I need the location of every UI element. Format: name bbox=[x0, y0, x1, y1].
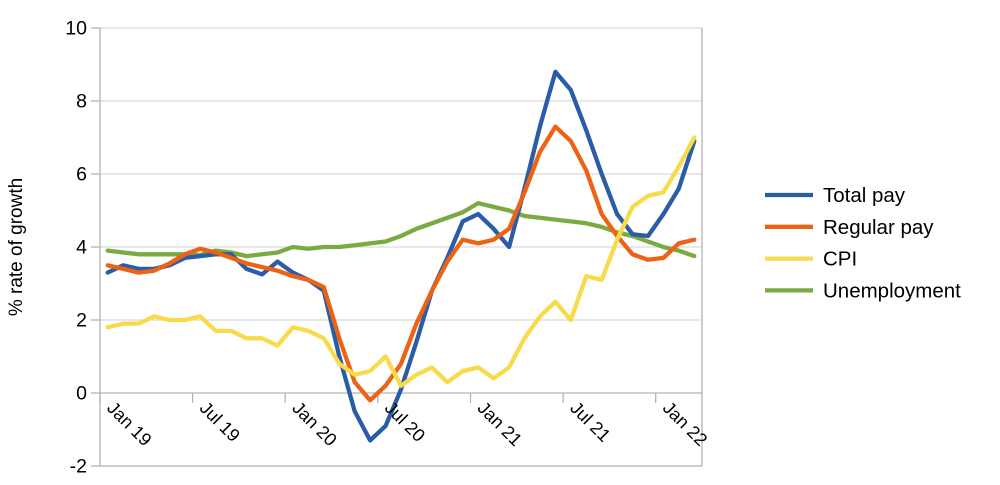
legend-label-total-pay: Total pay bbox=[823, 184, 906, 207]
y-tick-label: 2 bbox=[76, 310, 87, 332]
series-line-regular-pay bbox=[105, 124, 697, 403]
x-tick-label: Jul 21 bbox=[566, 398, 614, 446]
legend-item-unemployment: Unemployment bbox=[765, 279, 961, 302]
legend-item-regular-pay: Regular pay bbox=[765, 216, 934, 239]
x-tick-label: Jan 20 bbox=[288, 398, 340, 450]
series-line-total-pay bbox=[105, 69, 697, 443]
grid-layer bbox=[100, 27, 702, 467]
legend-item-total-pay: Total pay bbox=[765, 184, 906, 207]
legend-label-cpi: CPI bbox=[823, 248, 857, 271]
legend-label-regular-pay: Regular pay bbox=[823, 216, 934, 239]
axis-layer bbox=[91, 27, 703, 467]
legend-item-cpi: CPI bbox=[765, 248, 857, 271]
x-tick-label: Jan 22 bbox=[659, 398, 711, 450]
legend: Total pay Regular pay CPI Unemployment bbox=[765, 184, 961, 302]
x-tick-label: Jan 21 bbox=[474, 398, 526, 450]
series-layer bbox=[105, 69, 697, 443]
y-tick-label: 10 bbox=[65, 18, 87, 40]
legend-label-unemployment: Unemployment bbox=[823, 279, 961, 302]
y-tick-label: 0 bbox=[76, 383, 87, 405]
y-tick-label: 6 bbox=[76, 164, 87, 186]
y-axis-title: % rate of growth bbox=[6, 178, 27, 316]
y-tick-label: -2 bbox=[70, 456, 87, 478]
x-tick-label: Jul 19 bbox=[196, 398, 244, 446]
y-tick-label: 8 bbox=[76, 91, 87, 113]
series-line-cpi bbox=[105, 135, 697, 388]
x-tick-label: Jan 19 bbox=[103, 398, 155, 450]
y-tick-label: 4 bbox=[76, 237, 87, 259]
